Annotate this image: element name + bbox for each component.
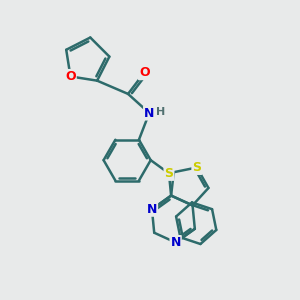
Text: S: S [192, 161, 201, 174]
Text: N: N [147, 203, 157, 216]
Text: H: H [156, 106, 165, 117]
Text: O: O [139, 66, 149, 79]
Text: N: N [170, 236, 181, 249]
Text: N: N [144, 106, 154, 119]
Text: O: O [65, 70, 76, 83]
Text: S: S [164, 167, 173, 180]
